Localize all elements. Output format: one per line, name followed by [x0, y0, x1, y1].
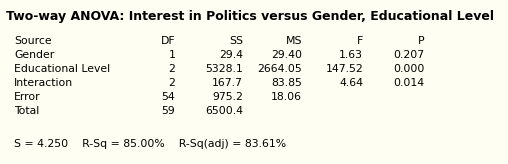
Text: Interaction: Interaction — [14, 78, 73, 88]
Text: MS: MS — [286, 36, 302, 46]
Text: 54: 54 — [162, 92, 175, 102]
Text: 2664.05: 2664.05 — [258, 64, 302, 74]
Text: 4.64: 4.64 — [339, 78, 363, 88]
Text: Gender: Gender — [14, 50, 54, 60]
Text: 167.7: 167.7 — [212, 78, 243, 88]
Text: 29.40: 29.40 — [271, 50, 302, 60]
Text: Total: Total — [14, 106, 40, 116]
Text: 83.85: 83.85 — [271, 78, 302, 88]
Text: 0.014: 0.014 — [393, 78, 424, 88]
Text: Two-way ANOVA: Interest in Politics versus Gender, Educational Level: Two-way ANOVA: Interest in Politics vers… — [6, 10, 494, 23]
Text: 5328.1: 5328.1 — [205, 64, 243, 74]
Text: 2: 2 — [168, 78, 175, 88]
Text: 18.06: 18.06 — [271, 92, 302, 102]
Text: 29.4: 29.4 — [219, 50, 243, 60]
Text: Source: Source — [14, 36, 52, 46]
Text: Error: Error — [14, 92, 41, 102]
Text: 2: 2 — [168, 64, 175, 74]
Text: 6500.4: 6500.4 — [205, 106, 243, 116]
Text: 1: 1 — [168, 50, 175, 60]
Text: 147.52: 147.52 — [326, 64, 363, 74]
Text: SS: SS — [229, 36, 243, 46]
Text: F: F — [357, 36, 363, 46]
Text: DF: DF — [161, 36, 175, 46]
Text: 0.207: 0.207 — [393, 50, 424, 60]
Text: 59: 59 — [162, 106, 175, 116]
Text: 0.000: 0.000 — [393, 64, 424, 74]
Text: 1.63: 1.63 — [339, 50, 363, 60]
Text: 975.2: 975.2 — [212, 92, 243, 102]
Text: S = 4.250    R-Sq = 85.00%    R-Sq(adj) = 83.61%: S = 4.250 R-Sq = 85.00% R-Sq(adj) = 83.6… — [14, 139, 287, 149]
Text: Educational Level: Educational Level — [14, 64, 110, 74]
Text: P: P — [418, 36, 424, 46]
